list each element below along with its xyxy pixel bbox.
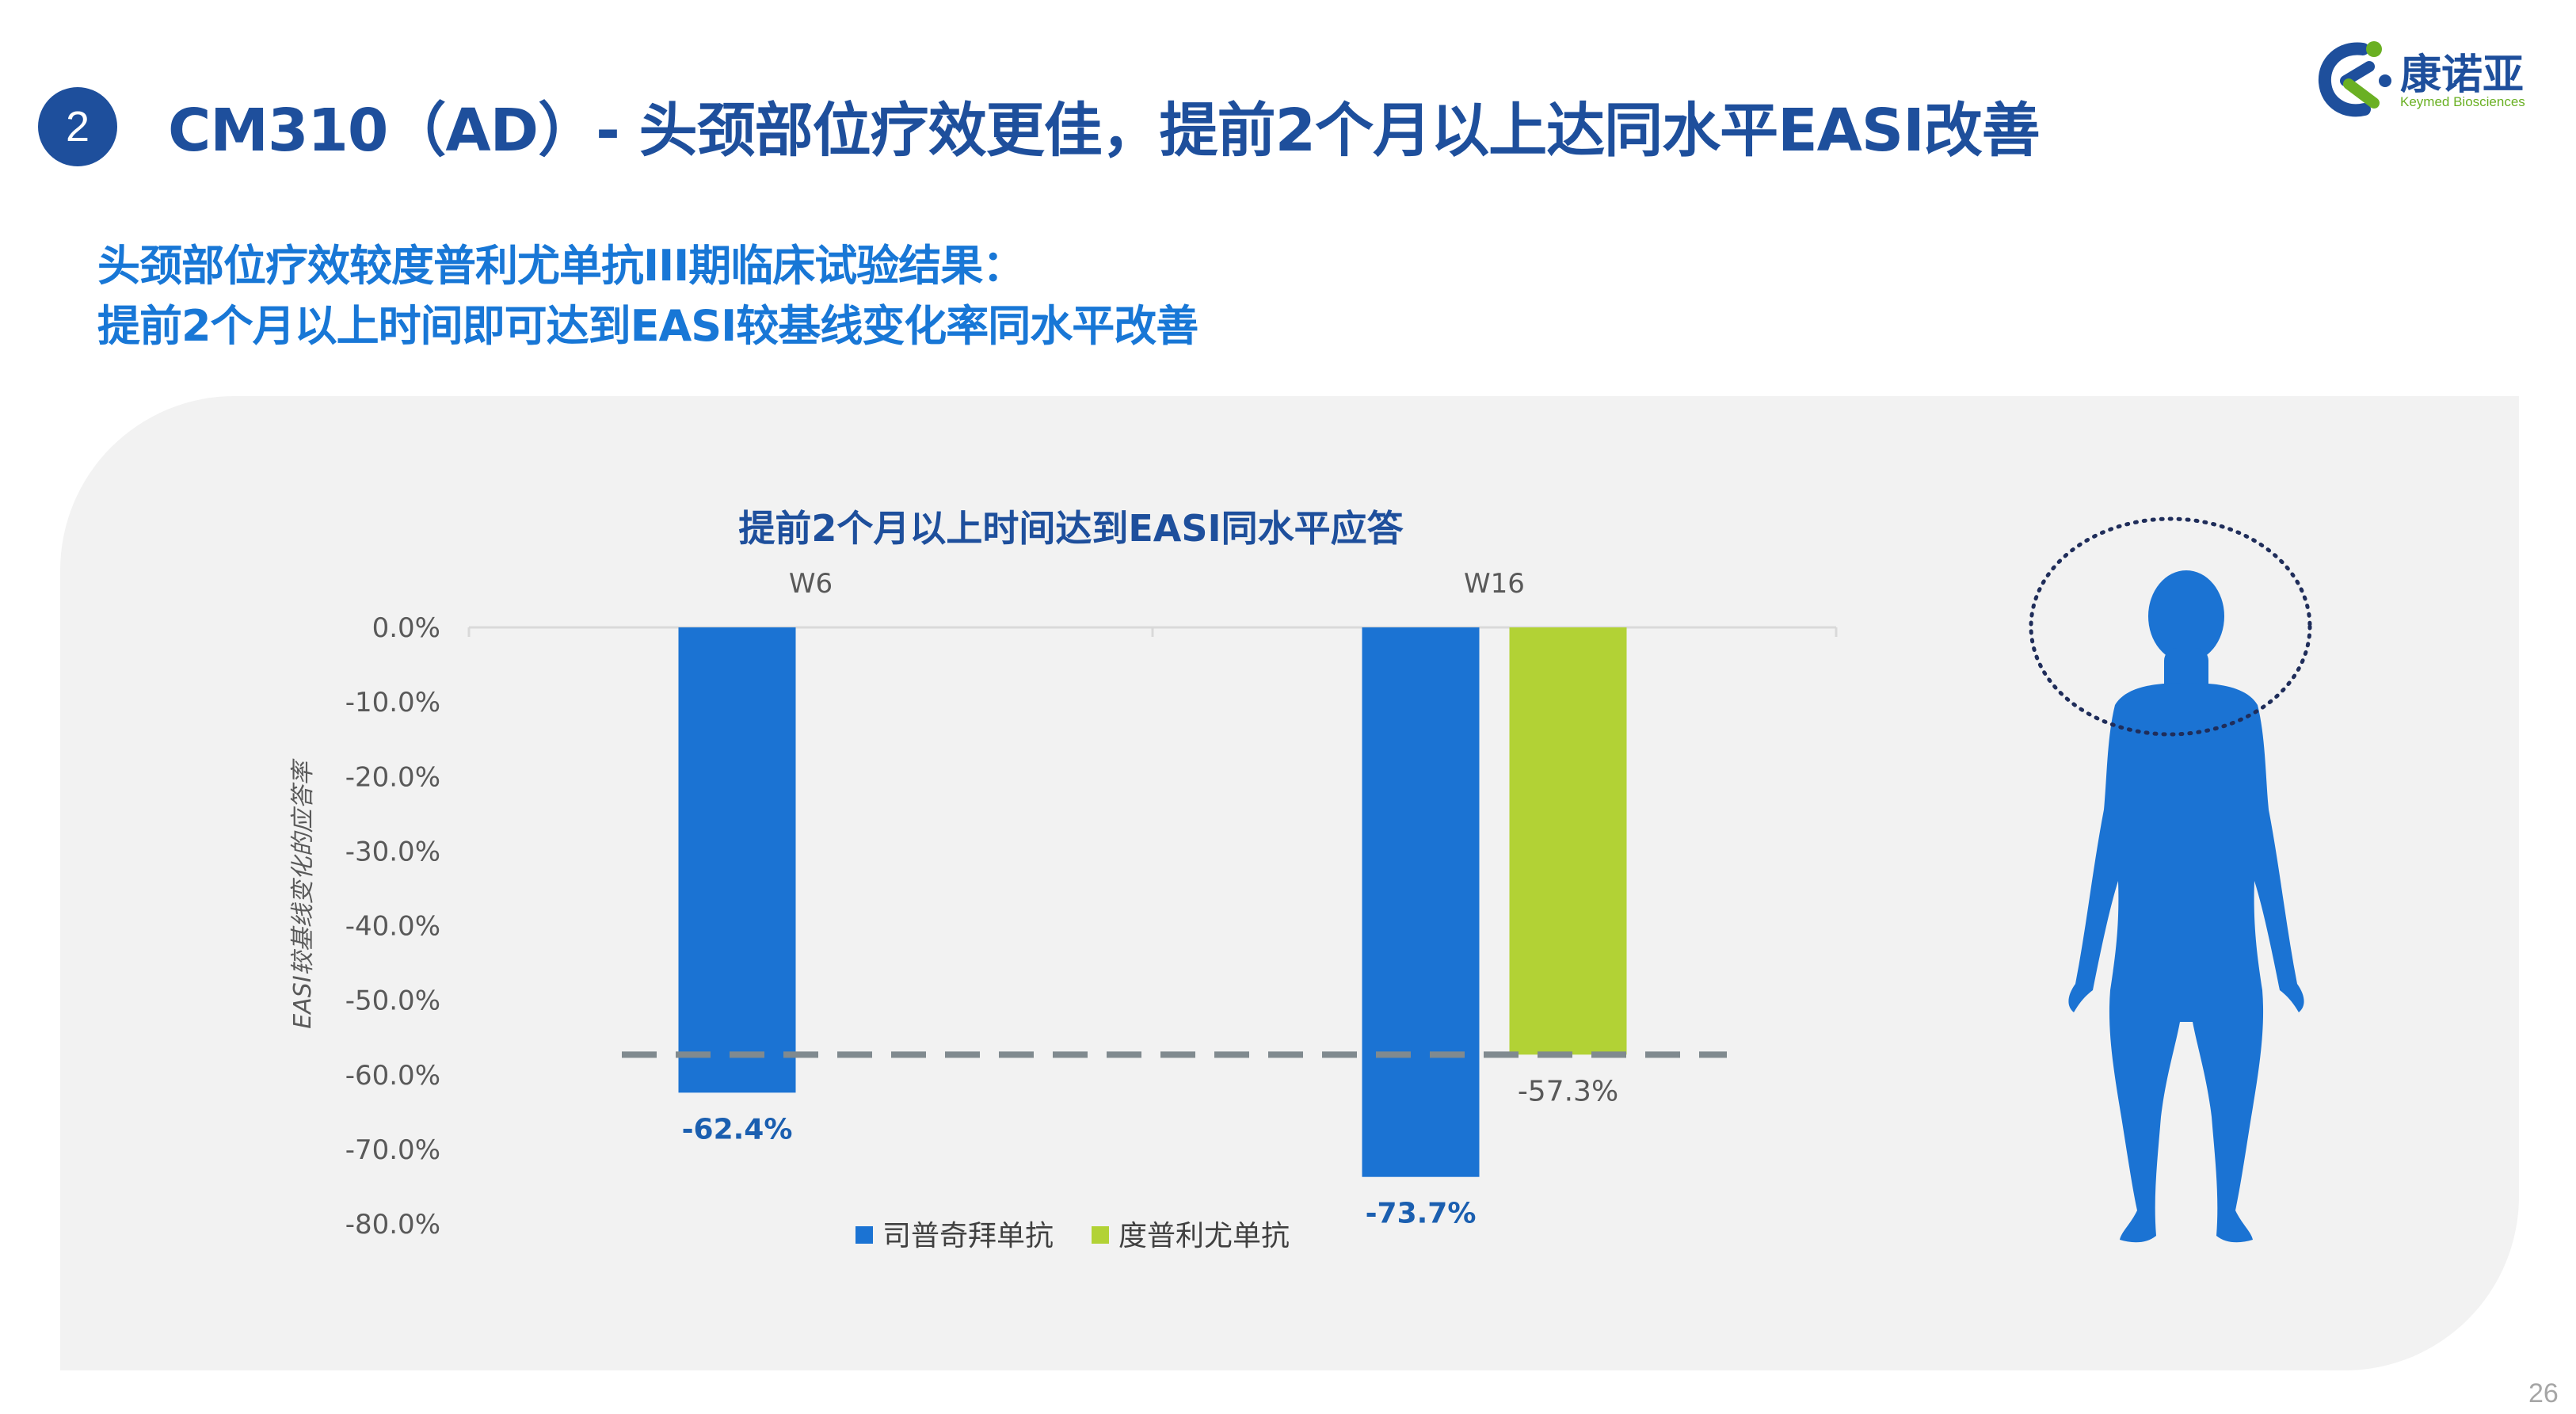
category-label: W16 bbox=[1464, 568, 1525, 600]
legend-label: 度普利尤单抗 bbox=[1118, 1220, 1290, 1252]
logo-mark-icon bbox=[2318, 41, 2391, 117]
section-number-badge: 2 bbox=[38, 87, 117, 166]
y-axis-label: EASI较基线变化的应答率 bbox=[289, 758, 317, 1028]
head-neck-highlight-circle bbox=[2029, 516, 2312, 737]
bar-data-label: -73.7% bbox=[1366, 1198, 1477, 1230]
page-number: 26 bbox=[2528, 1378, 2559, 1408]
category-label: W6 bbox=[789, 568, 833, 600]
page-title: CM310（AD）- 头颈部位疗效更佳，提前2个月以上达同水平EASI改善 bbox=[168, 97, 2041, 165]
human-body-icon bbox=[2068, 570, 2304, 1243]
logo-chinese-text: 康诺亚 bbox=[2400, 51, 2525, 99]
y-tick-label: -60.0% bbox=[345, 1060, 440, 1092]
company-logo: 康诺亚 Keymed Biosciences bbox=[2317, 35, 2555, 122]
y-tick-label: -70.0% bbox=[345, 1134, 440, 1166]
bar bbox=[1509, 627, 1627, 1055]
logo-english-text: Keymed Biosciences bbox=[2400, 94, 2525, 109]
y-tick-label: -10.0% bbox=[345, 687, 440, 718]
bar bbox=[678, 627, 796, 1093]
legend-swatch bbox=[1092, 1226, 1109, 1244]
chart-title: 提前2个月以上时间达到EASI同水平应答 bbox=[738, 507, 1404, 550]
y-tick-label: -50.0% bbox=[345, 985, 440, 1017]
y-tick-label: -20.0% bbox=[345, 761, 440, 793]
bar bbox=[1362, 627, 1480, 1177]
y-tick-label: -40.0% bbox=[345, 911, 440, 943]
bar-data-label: -57.3% bbox=[1518, 1075, 1618, 1107]
human-body-figure bbox=[2029, 516, 2312, 1243]
legend-swatch bbox=[855, 1226, 873, 1244]
bar-data-label: -62.4% bbox=[682, 1113, 793, 1145]
subtitle-line-1: 头颈部位疗效较度普利尤单抗III期临床试验结果： bbox=[97, 241, 1025, 291]
y-tick-label: 0.0% bbox=[372, 612, 440, 644]
legend-label: 司普奇拜单抗 bbox=[882, 1220, 1054, 1252]
y-tick-label: -80.0% bbox=[345, 1209, 440, 1241]
subtitle-line-2: 提前2个月以上时间即可达到EASI较基线变化率同水平改善 bbox=[97, 300, 1198, 351]
subtitle: 头颈部位疗效较度普利尤单抗III期临床试验结果： 提前2个月以上时间即可达到EA… bbox=[97, 236, 1198, 356]
y-tick-label: -30.0% bbox=[345, 836, 440, 867]
